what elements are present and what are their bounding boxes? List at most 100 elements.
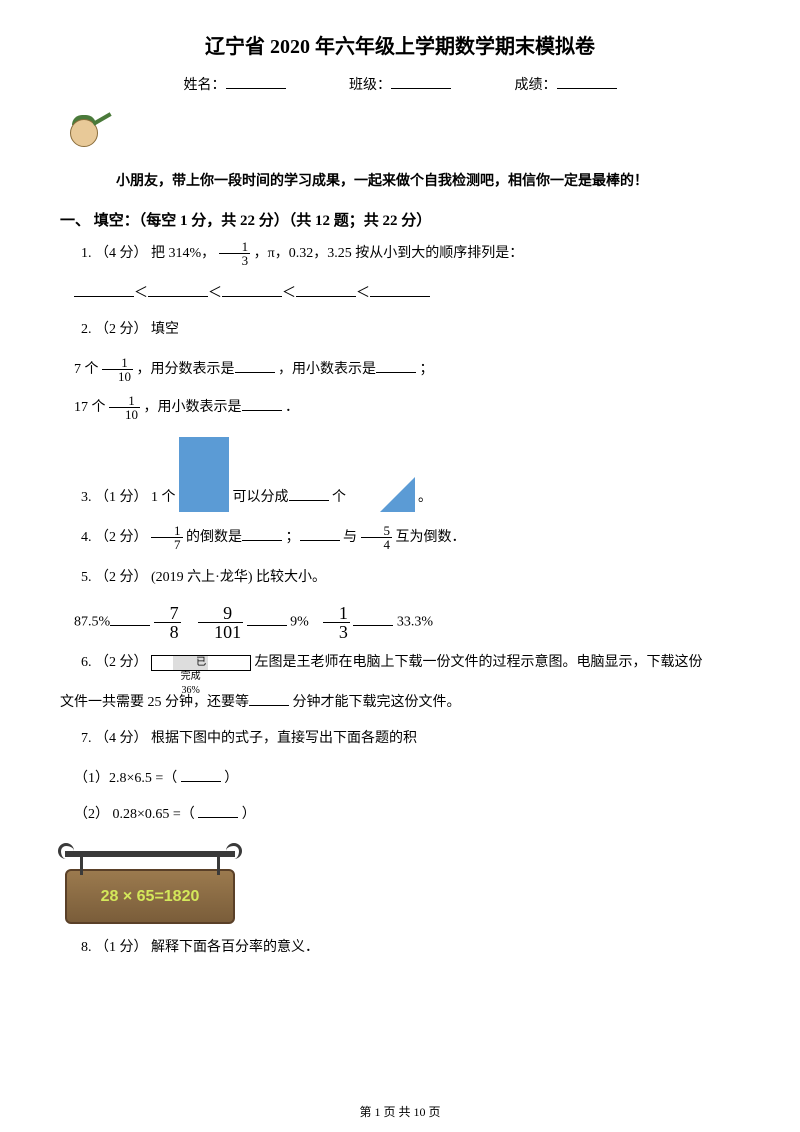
info-row: 姓名： 班级： 成绩： bbox=[60, 74, 740, 94]
blue-rectangle-icon bbox=[179, 437, 229, 512]
q3-mid: 可以分成 bbox=[233, 490, 289, 505]
page-title: 辽宁省 2020 年六年级上学期数学期末模拟卷 bbox=[60, 30, 740, 59]
q2-frac1: 1 10 bbox=[102, 356, 133, 383]
q3-after: 个 bbox=[332, 490, 350, 505]
question-5: 5. （2 分） (2019 六上·龙华) 比较大小。 bbox=[60, 564, 740, 592]
blank bbox=[110, 625, 150, 626]
q7-s2b: ） bbox=[242, 807, 256, 822]
q6-prefix: 6. （2 分） bbox=[81, 655, 151, 670]
blank bbox=[235, 372, 275, 373]
frac-bot: 7 bbox=[151, 538, 183, 551]
class-field: 班级： bbox=[349, 74, 451, 94]
q4-prefix: 4. （2 分） bbox=[81, 530, 151, 545]
q2-line1: 7 个 1 10 ，用分数表示是 ，用小数表示是 ； bbox=[60, 356, 740, 384]
q2-l2b: ，用小数表示是 bbox=[144, 400, 242, 415]
q2-l2c: ． bbox=[285, 400, 299, 415]
frac-top: 7 bbox=[154, 604, 181, 623]
blank bbox=[181, 781, 221, 782]
blank bbox=[242, 410, 282, 411]
lt: ＜ bbox=[208, 286, 222, 301]
frac-top: 1 bbox=[323, 604, 350, 623]
q5-frac3: 1 3 bbox=[323, 604, 350, 641]
sign-plank: 28 × 65=1820 bbox=[65, 869, 235, 924]
blank bbox=[148, 296, 208, 297]
frac-bot: 8 bbox=[154, 623, 181, 641]
question-8: 8. （1 分） 解释下面各百分率的意义． bbox=[60, 934, 740, 962]
class-label: 班级： bbox=[349, 78, 391, 93]
sign-board-icon: 28 × 65=1820 bbox=[60, 839, 240, 924]
frac-bot: 10 bbox=[102, 370, 133, 383]
blank bbox=[370, 296, 430, 297]
score-field: 成绩： bbox=[515, 74, 617, 94]
lt: ＜ bbox=[282, 286, 296, 301]
question-4: 4. （2 分） 1 7 的倒数是 ； 与 5 4 互为倒数． bbox=[60, 524, 740, 552]
q4-after1: 的倒数是 bbox=[186, 530, 242, 545]
intro-text: 小朋友，带上你一段时间的学习成果，一起来做个自我检测吧，相信你一定是最棒的！ bbox=[60, 169, 740, 194]
q2-l1c: ，用小数表示是 bbox=[278, 362, 376, 377]
q7-s1a: （1）2.8×6.5 =（ bbox=[74, 771, 177, 786]
q2-frac2: 1 10 bbox=[109, 394, 140, 421]
lt: ＜ bbox=[356, 286, 370, 301]
q7-sub1: （1）2.8×6.5 =（ ） bbox=[60, 765, 740, 793]
frac-top: 1 bbox=[219, 240, 251, 254]
frac-bot: 3 bbox=[219, 254, 251, 267]
q5-p1: 87.5% bbox=[74, 615, 110, 630]
progress-fill: 已完成 36% bbox=[173, 656, 208, 670]
blank bbox=[242, 540, 282, 541]
frac-top: 1 bbox=[151, 524, 183, 538]
q4-end: 互为倒数． bbox=[396, 530, 466, 545]
q6-after: 左图是王老师在电脑上下载一份文件的过程示意图。电脑显示，下载这份 bbox=[255, 655, 703, 670]
q5-row: 87.5% 7 8 9 101 9% 1 3 33.3% bbox=[60, 604, 740, 641]
class-blank bbox=[391, 88, 451, 89]
blank bbox=[249, 705, 289, 706]
q5-p2: 9% bbox=[290, 615, 309, 630]
intro-row bbox=[60, 109, 740, 159]
question-7: 7. （4 分） 根据下图中的式子，直接写出下面各题的积 bbox=[60, 725, 740, 753]
q2-l1b: ，用分数表示是 bbox=[137, 362, 235, 377]
q1-fraction: 1 3 bbox=[219, 240, 251, 267]
q2-l1a: 7 个 bbox=[74, 362, 102, 377]
question-3: 3. （1 分） 1 个 可以分成 个 。 bbox=[60, 437, 740, 512]
frac-bot: 4 bbox=[361, 538, 393, 551]
sign-hook bbox=[60, 839, 240, 869]
q4-frac2: 5 4 bbox=[361, 524, 393, 551]
cartoon-icon bbox=[60, 109, 120, 159]
blank bbox=[353, 625, 393, 626]
q7-sub2: （2） 0.28×0.65 =（ ） bbox=[60, 801, 740, 829]
q6-end: 分钟才能下载完这份文件。 bbox=[293, 695, 461, 710]
question-2: 2. （2 分） 填空 bbox=[60, 316, 740, 344]
frac-top: 5 bbox=[361, 524, 393, 538]
blank bbox=[222, 296, 282, 297]
frac-bot: 10 bbox=[109, 408, 140, 421]
blank bbox=[300, 540, 340, 541]
question-1: 1. （4 分） 把 314%， 1 3 ，π，0.32，3.25 按从小到大的… bbox=[60, 240, 740, 268]
frac-top: 9 bbox=[198, 604, 243, 623]
q4-mid: ； bbox=[286, 530, 300, 545]
frac-bot: 3 bbox=[323, 623, 350, 641]
q1-after: ，π，0.32，3.25 按从小到大的顺序排列是： bbox=[254, 246, 524, 261]
name-blank bbox=[226, 88, 286, 89]
q3-prefix: 3. （1 分） 1 个 bbox=[81, 490, 179, 505]
q5-frac1: 7 8 bbox=[154, 604, 181, 641]
q2-l1d: ； bbox=[420, 362, 434, 377]
sign-text: 28 × 65=1820 bbox=[101, 888, 200, 906]
section-1-header: 一、 填空：（每空 1 分，共 22 分）（共 12 题；共 22 分） bbox=[60, 209, 740, 230]
q1-blanks: ＜＜＜＜ bbox=[60, 280, 740, 308]
name-label: 姓名： bbox=[184, 78, 226, 93]
q5-p3: 33.3% bbox=[397, 615, 433, 630]
q7-s2a: （2） 0.28×0.65 =（ bbox=[74, 807, 195, 822]
q1-prefix: 1. （4 分） 把 314%， bbox=[81, 246, 215, 261]
blank bbox=[376, 372, 416, 373]
blue-triangle-icon bbox=[380, 477, 415, 512]
q6-line2: 文件一共需要 25 分钟，还要等 分钟才能下载完这份文件。 bbox=[60, 689, 740, 717]
q4-after-u: 与 bbox=[343, 530, 361, 545]
name-field: 姓名： bbox=[184, 74, 286, 94]
blank bbox=[247, 625, 287, 626]
frac-top: 1 bbox=[109, 394, 140, 408]
q5-frac2: 9 101 bbox=[198, 604, 243, 641]
blank bbox=[74, 296, 134, 297]
q4-frac1: 1 7 bbox=[151, 524, 183, 551]
q2-l2a: 17 个 bbox=[74, 400, 109, 415]
frac-top: 1 bbox=[102, 356, 133, 370]
question-6: 6. （2 分） 已完成 36% 左图是王老师在电脑上下载一份文件的过程示意图。… bbox=[60, 649, 740, 677]
